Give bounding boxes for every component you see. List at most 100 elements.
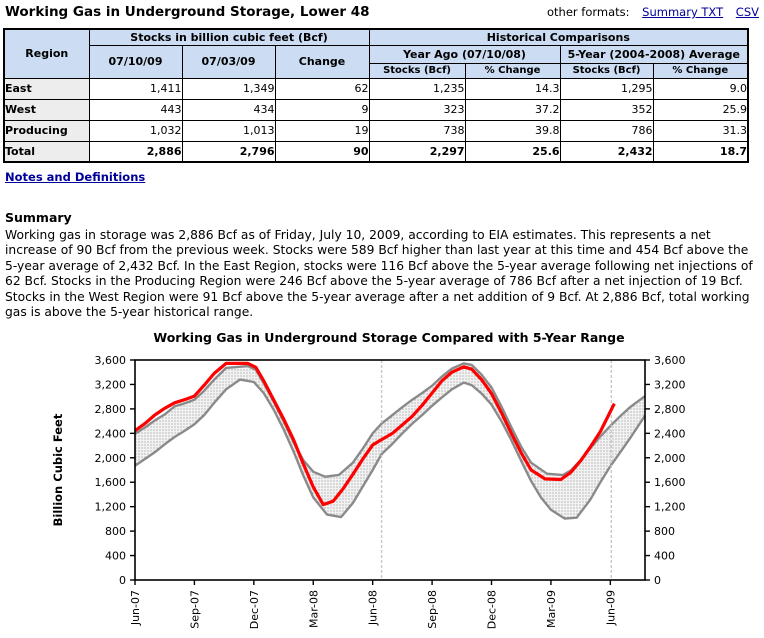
cell-value: 434: [181, 98, 276, 121]
cell-value: 31.3: [652, 119, 749, 142]
cell-value: 1,013: [181, 119, 276, 142]
page-title: Working Gas in Underground Storage, Lowe…: [5, 4, 370, 20]
table-row-east: East 1,411 1,349 62 1,235 14.3 1,295 9.0: [3, 77, 749, 100]
chart-title: Working Gas in Underground Storage Compa…: [153, 330, 625, 345]
cell-value: 37.2: [464, 98, 561, 121]
cell-value: 39.8: [464, 119, 561, 142]
cell-value: 62: [274, 77, 370, 100]
svg-text:3,200: 3,200: [95, 378, 127, 391]
cell-value: 18.7: [652, 140, 749, 163]
col-header-region: Region: [3, 28, 90, 79]
storage-chart: Working Gas in Underground Storage Compa…: [0, 330, 764, 638]
svg-text:3,200: 3,200: [654, 378, 686, 391]
cell-value: 738: [368, 119, 466, 142]
cell-value: 25.9: [652, 98, 749, 121]
cell-value: 2,297: [368, 140, 466, 163]
plot-frame: [134, 359, 646, 581]
cell-value: 323: [368, 98, 466, 121]
five-year-range-band: [134, 362, 647, 520]
col-header-previous-week: 07/03/09: [181, 44, 276, 79]
svg-text:1,200: 1,200: [654, 501, 686, 514]
col-header-yearago-pct: % Change: [464, 62, 561, 79]
other-formats-label: other formats:: [546, 5, 630, 19]
svg-text:Dec-08: Dec-08: [486, 590, 499, 629]
svg-text:Jun-07: Jun-07: [129, 590, 142, 626]
storage-chart-svg: 0 0 400 400 800 800 1,200 1,200 1,600 1,600 2,000 2…: [51, 354, 686, 629]
cell-value: 2,432: [559, 140, 654, 163]
header-bar: Working Gas in Underground Storage, Lowe…: [5, 4, 759, 20]
cell-value: 1,411: [88, 77, 183, 100]
svg-text:0: 0: [119, 574, 126, 587]
svg-text:2,000: 2,000: [654, 452, 686, 465]
cell-value: 9: [274, 98, 370, 121]
svg-text:2,800: 2,800: [654, 403, 686, 416]
table-row-total: Total 2,886 2,796 90 2,297 25.6 2,432 18…: [3, 140, 749, 163]
notes-row: Notes and Definitions: [5, 170, 145, 184]
col-group-historical: Historical Comparisons: [368, 28, 749, 46]
svg-text:1,600: 1,600: [654, 476, 686, 489]
csv-link[interactable]: CSV: [735, 5, 759, 19]
cell-value: 9.0: [652, 77, 749, 100]
svg-text:2,400: 2,400: [654, 427, 686, 440]
cell-value: 443: [88, 98, 183, 121]
col-group-five-year: 5-Year (2004-2008) Average: [559, 44, 749, 64]
cell-value: 25.6: [464, 140, 561, 163]
svg-text:Sep-08: Sep-08: [426, 590, 439, 629]
summary-txt-link[interactable]: Summary TXT: [642, 5, 724, 19]
svg-text:1,200: 1,200: [95, 501, 127, 514]
cell-value: 786: [559, 119, 654, 142]
cell-value: 1,032: [88, 119, 183, 142]
col-header-fiveyear-pct: % Change: [652, 62, 749, 79]
svg-text:Jun-08: Jun-08: [367, 590, 380, 626]
svg-text:800: 800: [105, 525, 126, 538]
cell-value: 2,796: [181, 140, 276, 163]
svg-text:3,600: 3,600: [654, 354, 686, 367]
svg-text:0: 0: [654, 574, 661, 587]
storage-table: Region Stocks in billion cubic feet (Bcf…: [3, 28, 750, 163]
cell-value: 1,235: [368, 77, 466, 100]
svg-text:Mar-08: Mar-08: [307, 590, 320, 628]
col-header-current-week: 07/10/09: [88, 44, 183, 79]
svg-text:800: 800: [654, 525, 675, 538]
col-group-stocks: Stocks in billion cubic feet (Bcf): [88, 28, 370, 46]
notes-and-definitions-link[interactable]: Notes and Definitions: [5, 170, 146, 184]
svg-text:400: 400: [105, 550, 126, 563]
svg-text:Sep-07: Sep-07: [188, 590, 201, 629]
svg-text:400: 400: [654, 550, 675, 563]
dashed-marker-lines: [380, 360, 613, 580]
cell-value: 352: [559, 98, 654, 121]
svg-text:3,600: 3,600: [95, 354, 127, 367]
svg-text:1,600: 1,600: [95, 476, 127, 489]
cell-value: 90: [274, 140, 370, 163]
svg-text:Mar-09: Mar-09: [545, 590, 558, 628]
other-formats: other formats: Summary TXT CSV: [547, 5, 759, 19]
summary-text: Working gas in storage was 2,886 Bcf as …: [5, 228, 753, 320]
row-label: Producing: [3, 119, 90, 142]
summary-section: Summary Working gas in storage was 2,886…: [5, 210, 758, 320]
svg-text:Dec-07: Dec-07: [248, 590, 261, 629]
col-header-yearago-stocks: Stocks (Bcf): [368, 62, 466, 79]
row-label: West: [3, 98, 90, 121]
row-label: East: [3, 77, 90, 100]
cell-value: 1,295: [559, 77, 654, 100]
row-label: Total: [3, 140, 90, 163]
cell-value: 2,886: [88, 140, 183, 163]
col-header-change: Change: [274, 44, 370, 79]
y-axis: 0 0 400 400 800 800 1,200 1,200 1,600 1,600 2,000 2…: [95, 354, 686, 587]
svg-text:Jun-09: Jun-09: [604, 590, 617, 626]
current-storage-line: [134, 361, 616, 507]
cell-value: 1,349: [181, 77, 276, 100]
table-row-west: West 443 434 9 323 37.2 352 25.9: [3, 98, 749, 121]
svg-text:2,000: 2,000: [95, 452, 127, 465]
cell-value: 14.3: [464, 77, 561, 100]
svg-text:2,400: 2,400: [95, 427, 127, 440]
y-axis-title: Billion Cubic Feet: [51, 413, 65, 526]
table-row-producing: Producing 1,032 1,013 19 738 39.8 786 31…: [3, 119, 749, 142]
x-axis: Jun-07 Sep-07 Dec-07 Mar-08 Jun-08 Sep-08 Dec-…: [129, 580, 617, 629]
col-header-fiveyear-stocks: Stocks (Bcf): [559, 62, 654, 79]
col-group-year-ago: Year Ago (07/10/08): [368, 44, 561, 64]
svg-text:2,800: 2,800: [95, 403, 127, 416]
cell-value: 19: [274, 119, 370, 142]
summary-heading: Summary: [5, 210, 72, 225]
